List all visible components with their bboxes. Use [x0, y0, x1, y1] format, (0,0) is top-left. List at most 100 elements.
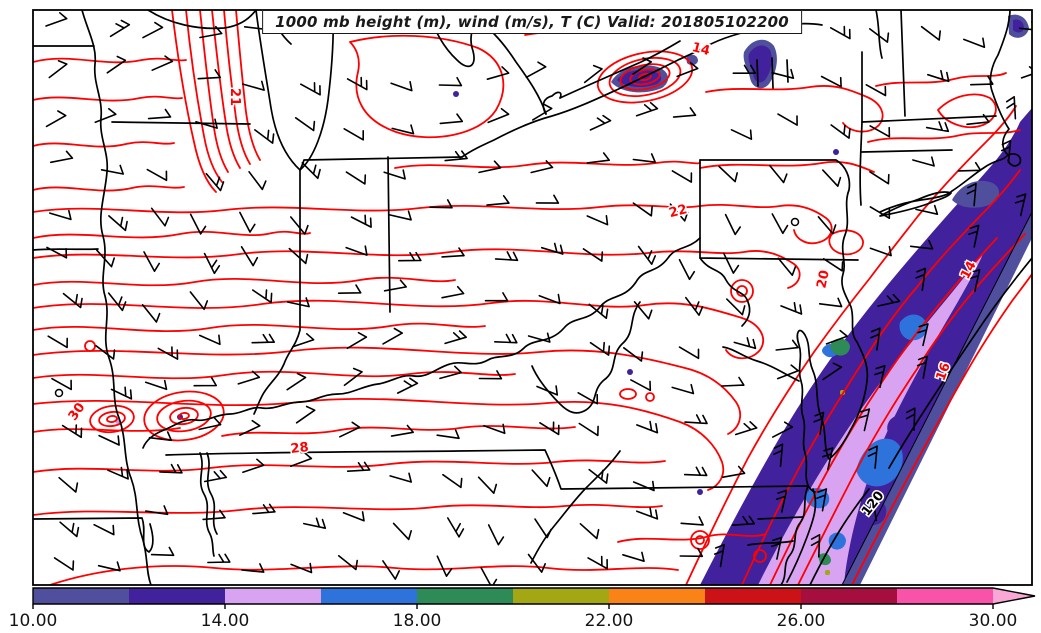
- wind-barb-icon: [143, 251, 160, 272]
- wind-barb-icon: [96, 249, 115, 268]
- wind-barb-icon: [301, 162, 321, 180]
- wind-barb-icon: [671, 170, 693, 183]
- wind-barb-icon: [207, 553, 231, 564]
- wind-barb-icon: [157, 346, 179, 360]
- wind-barb-icon: [382, 560, 400, 580]
- wind-barb-icon: [909, 239, 934, 250]
- wind-barb-icon: [51, 377, 72, 391]
- wind-barb-icon: [723, 252, 740, 274]
- wind-barb-icon: [383, 279, 407, 292]
- wind-barb-icon: [50, 150, 74, 164]
- wind-barb-icon: [477, 476, 498, 494]
- wind-barb-icon: [966, 113, 990, 126]
- wind-barb-icon: [678, 258, 696, 281]
- wind-barb-icon: [290, 562, 313, 574]
- wind-barb-icon: [773, 443, 784, 467]
- station-marks: [54, 217, 800, 398]
- wind-barb-icon: [346, 331, 368, 350]
- wind-barb-icon: [300, 82, 321, 96]
- wind-barb-icon: [486, 66, 510, 80]
- wind-barb-icon: [829, 25, 851, 40]
- wind-barb-icon: [587, 555, 608, 570]
- wind-barb-icon: [388, 210, 412, 221]
- wind-barbs: [45, 12, 1032, 585]
- wind-barb-icon: [150, 207, 170, 227]
- wind-barb-icon: [726, 298, 746, 316]
- wind-barb-icon: [733, 337, 757, 350]
- wind-barb-icon: [141, 304, 161, 323]
- wind-barb-icon: [734, 421, 758, 436]
- wind-barb-icon: [825, 329, 848, 345]
- wind-barb-icon: [484, 292, 509, 302]
- wind-barb-icon: [586, 152, 610, 164]
- wind-barb-icon: [632, 480, 655, 492]
- colorbar: 10.00 14.00 18.00 22.00 26.00 30.00: [9, 587, 1036, 631]
- wind-barb-icon: [107, 292, 127, 312]
- wind-barb-icon: [632, 202, 653, 217]
- wind-barb-icon: [108, 215, 128, 232]
- wind-barb-icon: [439, 365, 462, 380]
- wind-barb-icon: [731, 515, 756, 526]
- wind-barb-icon: [109, 19, 131, 38]
- wind-barb-icon: [775, 489, 788, 513]
- wind-barb-icon: [820, 75, 842, 88]
- wind-barb-icon: [345, 245, 368, 256]
- wind-barb-icon: [441, 247, 465, 258]
- wind-barb-icon: [398, 251, 422, 262]
- wind-barb-icon: [203, 252, 221, 275]
- wind-barb-icon: [925, 121, 950, 133]
- colorbar-tick-label: 18.00: [393, 611, 442, 631]
- colorbar-segment: [321, 588, 418, 604]
- colorbar-segment: [609, 588, 706, 604]
- contour-label: 28: [290, 440, 310, 457]
- wind-barb-icon: [724, 213, 741, 236]
- wind-barb-icon: [189, 291, 209, 311]
- wind-barb-icon: [286, 372, 307, 391]
- wind-barb-icon: [684, 414, 708, 425]
- colorbar-segment: [513, 588, 610, 604]
- wind-barb-icon: [199, 25, 223, 39]
- wind-barb-icon: [93, 523, 115, 536]
- wind-barb-icon: [669, 203, 689, 222]
- wind-barb-icon: [436, 555, 453, 577]
- wind-barb-icon: [252, 503, 276, 515]
- wind-barb-icon: [390, 424, 414, 437]
- wind-barb-icon: [58, 476, 79, 493]
- wind-barb-icon: [630, 379, 652, 392]
- wind-barb-icon: [390, 81, 413, 92]
- wind-barb-icon: [917, 323, 929, 347]
- wind-barb-icon: [292, 333, 315, 348]
- wind-barb-icon: [146, 168, 168, 182]
- wind-barb-icon: [635, 101, 659, 117]
- wind-barb-icon: [345, 171, 367, 185]
- wind-barb-icon: [242, 80, 265, 91]
- wind-barb-icon: [94, 107, 117, 124]
- wind-barb-icon: [290, 452, 313, 467]
- wind-barb-icon: [672, 107, 697, 118]
- wind-barb-icon: [905, 407, 916, 431]
- colorbar-tick-label: 26.00: [777, 611, 826, 631]
- wind-barb-icon: [48, 59, 68, 79]
- colorbar-tick-label: 30.00: [969, 611, 1018, 631]
- wind-barb-icon: [780, 302, 803, 315]
- wind-barb-icon: [957, 161, 982, 172]
- wind-barb-icon: [478, 370, 503, 380]
- wind-barb-icon: [877, 293, 901, 307]
- wind-barb-icon: [540, 242, 564, 255]
- wind-barb-icon: [816, 488, 828, 512]
- wind-barb-icon: [770, 536, 783, 560]
- wind-barb-icon: [530, 160, 554, 174]
- wind-barb-icon: [47, 335, 68, 349]
- wind-barb-icon: [589, 341, 611, 356]
- colorbar-over-arrow: [993, 588, 1035, 604]
- wind-barb-icon: [150, 546, 175, 557]
- wind-barb-icon: [337, 555, 358, 571]
- wind-barb-icon: [205, 172, 225, 192]
- wind-barb-icon: [536, 385, 559, 396]
- wind-barb-icon: [768, 164, 788, 184]
- colorbar-segment: [705, 588, 802, 604]
- wind-barb-icon: [775, 339, 799, 351]
- wind-barb-icon: [189, 213, 207, 235]
- wind-barb-icon: [441, 285, 465, 299]
- wind-barb-icon: [100, 164, 124, 175]
